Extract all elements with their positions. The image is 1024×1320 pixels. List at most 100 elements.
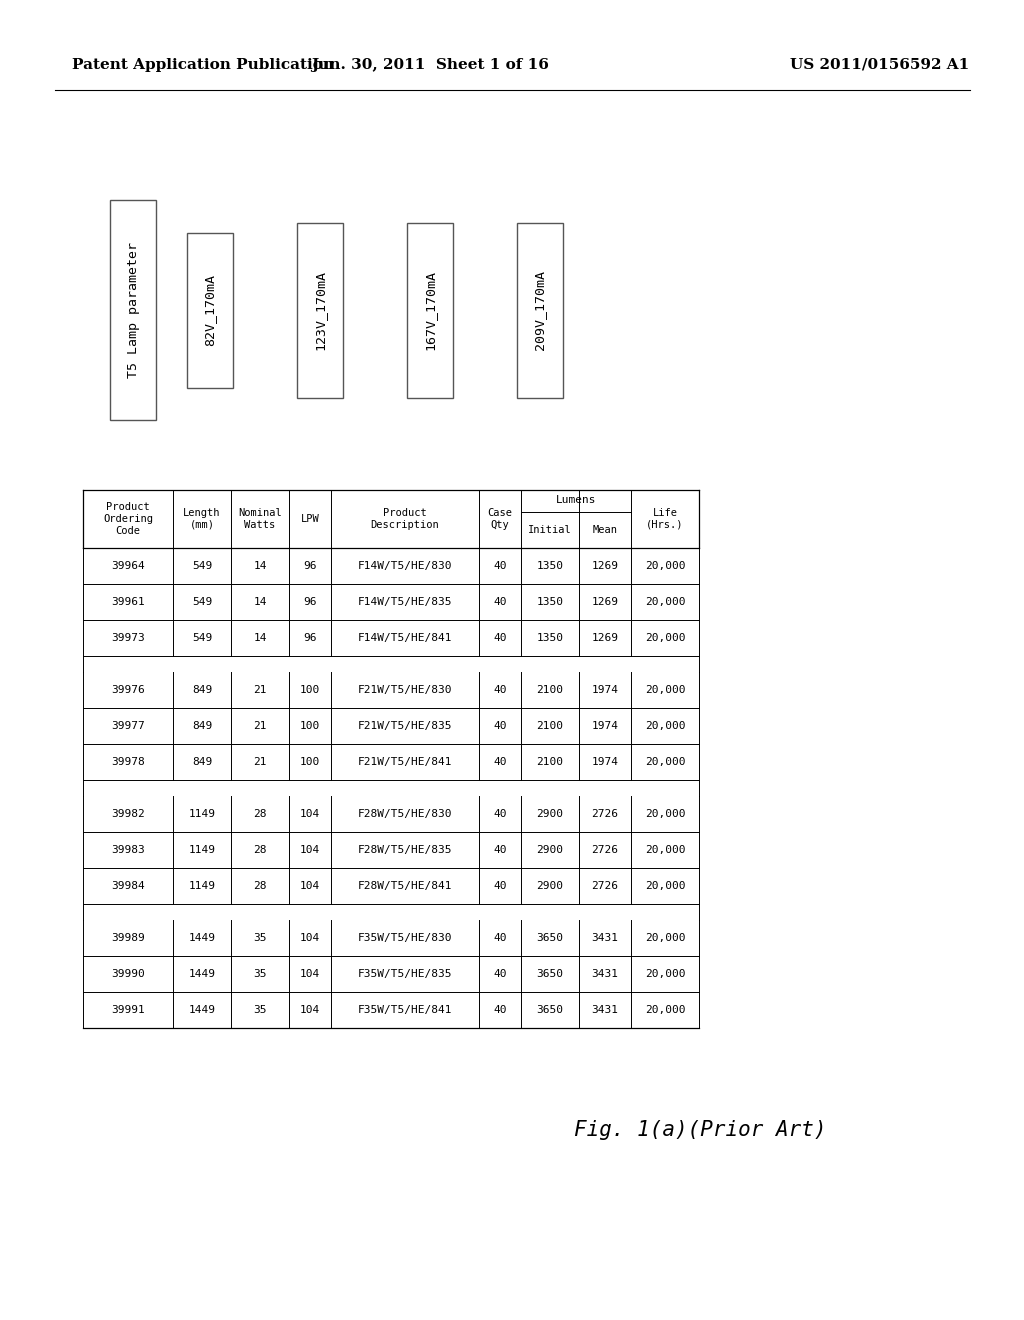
Text: 1269: 1269 [592, 634, 618, 643]
Text: 1350: 1350 [537, 634, 563, 643]
Text: F35W/T5/HE/841: F35W/T5/HE/841 [357, 1005, 453, 1015]
Text: Jun. 30, 2011  Sheet 1 of 16: Jun. 30, 2011 Sheet 1 of 16 [311, 58, 549, 73]
Text: 2100: 2100 [537, 721, 563, 731]
Text: Initial: Initial [528, 525, 571, 535]
Text: 20,000: 20,000 [645, 969, 685, 979]
Text: 21: 21 [253, 721, 266, 731]
Text: 849: 849 [191, 721, 212, 731]
Text: 104: 104 [300, 969, 321, 979]
Text: 35: 35 [253, 933, 266, 942]
Text: 40: 40 [494, 880, 507, 891]
Text: F35W/T5/HE/830: F35W/T5/HE/830 [357, 933, 453, 942]
Text: 100: 100 [300, 685, 321, 696]
Text: 549: 549 [191, 634, 212, 643]
Text: 40: 40 [494, 969, 507, 979]
Text: 20,000: 20,000 [645, 721, 685, 731]
Text: 549: 549 [191, 561, 212, 572]
Text: 21: 21 [253, 756, 266, 767]
Text: 40: 40 [494, 634, 507, 643]
Text: 1269: 1269 [592, 597, 618, 607]
Text: 2726: 2726 [592, 809, 618, 818]
Text: 549: 549 [191, 597, 212, 607]
Text: 849: 849 [191, 756, 212, 767]
Text: 39982: 39982 [112, 809, 144, 818]
Text: 40: 40 [494, 721, 507, 731]
Text: F28W/T5/HE/835: F28W/T5/HE/835 [357, 845, 453, 855]
Text: 1149: 1149 [188, 809, 215, 818]
Text: F21W/T5/HE/835: F21W/T5/HE/835 [357, 721, 453, 731]
Text: 100: 100 [300, 756, 321, 767]
Text: 3431: 3431 [592, 933, 618, 942]
Text: 20,000: 20,000 [645, 561, 685, 572]
Text: 1149: 1149 [188, 845, 215, 855]
Text: 28: 28 [253, 809, 266, 818]
Text: 3431: 3431 [592, 1005, 618, 1015]
Text: F21W/T5/HE/841: F21W/T5/HE/841 [357, 756, 453, 767]
Text: 104: 104 [300, 933, 321, 942]
Text: 14: 14 [253, 634, 266, 643]
Text: 104: 104 [300, 1005, 321, 1015]
Text: F14W/T5/HE/841: F14W/T5/HE/841 [357, 634, 453, 643]
Text: 20,000: 20,000 [645, 1005, 685, 1015]
Text: 39983: 39983 [112, 845, 144, 855]
Text: 40: 40 [494, 561, 507, 572]
Text: F28W/T5/HE/841: F28W/T5/HE/841 [357, 880, 453, 891]
Text: 1350: 1350 [537, 597, 563, 607]
Text: 28: 28 [253, 845, 266, 855]
Text: 1974: 1974 [592, 756, 618, 767]
Text: 39991: 39991 [112, 1005, 144, 1015]
Text: 1449: 1449 [188, 969, 215, 979]
Text: 39984: 39984 [112, 880, 144, 891]
Text: Nominal
Watts: Nominal Watts [239, 508, 282, 529]
Text: 40: 40 [494, 597, 507, 607]
Text: 1269: 1269 [592, 561, 618, 572]
Text: Patent Application Publication: Patent Application Publication [72, 58, 334, 73]
Text: 40: 40 [494, 756, 507, 767]
Text: 14: 14 [253, 597, 266, 607]
Text: 123V_170mA: 123V_170mA [313, 271, 327, 350]
Text: Life
(Hrs.): Life (Hrs.) [646, 508, 684, 529]
Text: 82V_170mA: 82V_170mA [204, 275, 216, 346]
Text: 40: 40 [494, 1005, 507, 1015]
Text: F21W/T5/HE/830: F21W/T5/HE/830 [357, 685, 453, 696]
Text: Length
(mm): Length (mm) [183, 508, 221, 529]
Text: 39989: 39989 [112, 933, 144, 942]
Text: 167V_170mA: 167V_170mA [424, 271, 436, 350]
Text: 96: 96 [303, 634, 316, 643]
Text: 39990: 39990 [112, 969, 144, 979]
Text: Product
Ordering
Code: Product Ordering Code [103, 503, 153, 536]
Text: Lumens: Lumens [556, 495, 596, 506]
FancyBboxPatch shape [297, 223, 343, 397]
Text: 1449: 1449 [188, 933, 215, 942]
Text: 39978: 39978 [112, 756, 144, 767]
Text: 39976: 39976 [112, 685, 144, 696]
Text: 39977: 39977 [112, 721, 144, 731]
Text: F28W/T5/HE/830: F28W/T5/HE/830 [357, 809, 453, 818]
Text: 100: 100 [300, 721, 321, 731]
Text: 3650: 3650 [537, 1005, 563, 1015]
Text: F14W/T5/HE/835: F14W/T5/HE/835 [357, 597, 453, 607]
Text: 35: 35 [253, 1005, 266, 1015]
Text: 2100: 2100 [537, 756, 563, 767]
Text: F35W/T5/HE/835: F35W/T5/HE/835 [357, 969, 453, 979]
Text: 20,000: 20,000 [645, 880, 685, 891]
Text: 2726: 2726 [592, 880, 618, 891]
Text: 3650: 3650 [537, 933, 563, 942]
Text: 20,000: 20,000 [645, 685, 685, 696]
Text: 849: 849 [191, 685, 212, 696]
Text: 1350: 1350 [537, 561, 563, 572]
FancyBboxPatch shape [110, 201, 156, 420]
Text: 104: 104 [300, 880, 321, 891]
Text: 209V_170mA: 209V_170mA [534, 271, 547, 350]
Text: Product
Description: Product Description [371, 508, 439, 529]
Text: 28: 28 [253, 880, 266, 891]
Text: LPW: LPW [301, 513, 319, 524]
Text: US 2011/0156592 A1: US 2011/0156592 A1 [791, 58, 970, 73]
Text: 2100: 2100 [537, 685, 563, 696]
FancyBboxPatch shape [187, 232, 233, 388]
Text: 1449: 1449 [188, 1005, 215, 1015]
Text: 40: 40 [494, 845, 507, 855]
Text: 39964: 39964 [112, 561, 144, 572]
Text: 2900: 2900 [537, 880, 563, 891]
Text: 2900: 2900 [537, 845, 563, 855]
